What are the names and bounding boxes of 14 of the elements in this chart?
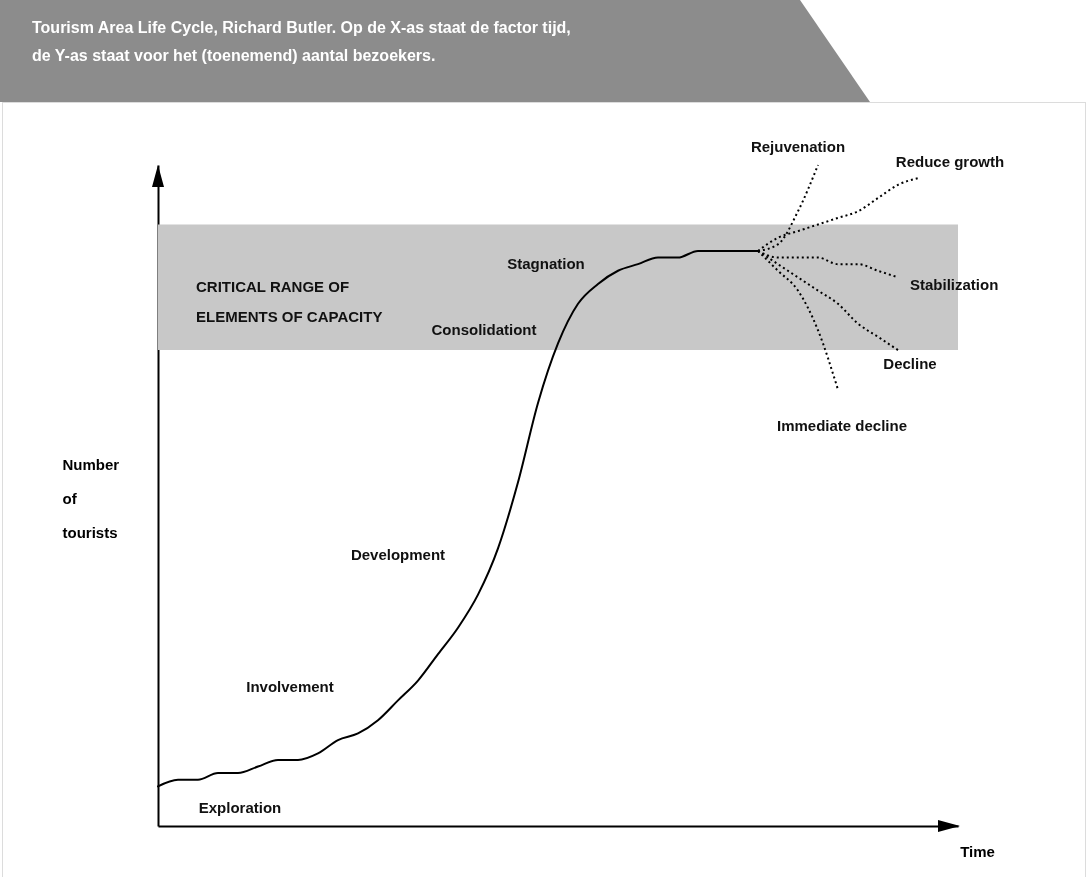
annotation: Involvement bbox=[246, 678, 334, 696]
chart-title: Tourism Area Life Cycle, Richard Butler. Op de X-as staat de factor tijd, de Y-as staat voor het (toenemend) aantal bezoekers. bbox=[32, 18, 572, 66]
annotation: Stagnation bbox=[507, 255, 585, 273]
annotation: Consolidationt bbox=[431, 321, 537, 339]
annotation: Development bbox=[350, 545, 446, 563]
series-label: Reduce growth bbox=[895, 153, 1005, 171]
x-axis-title: Time bbox=[960, 842, 995, 860]
text: Immediate decline bbox=[776, 416, 908, 434]
annotation: Exploration bbox=[198, 799, 282, 817]
y-axis-title: Number of tourists bbox=[62, 455, 120, 541]
band-label: CRITICAL RANGE OF ELEMENTS OF CAPACITY bbox=[196, 278, 383, 326]
series-label: Stabilization bbox=[910, 276, 999, 294]
series-label: Decline bbox=[883, 355, 937, 373]
series-label: Rejuvenation bbox=[750, 138, 846, 155]
